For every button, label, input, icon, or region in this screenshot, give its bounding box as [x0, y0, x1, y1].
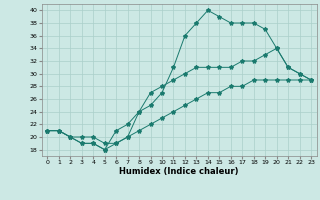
X-axis label: Humidex (Indice chaleur): Humidex (Indice chaleur): [119, 167, 239, 176]
